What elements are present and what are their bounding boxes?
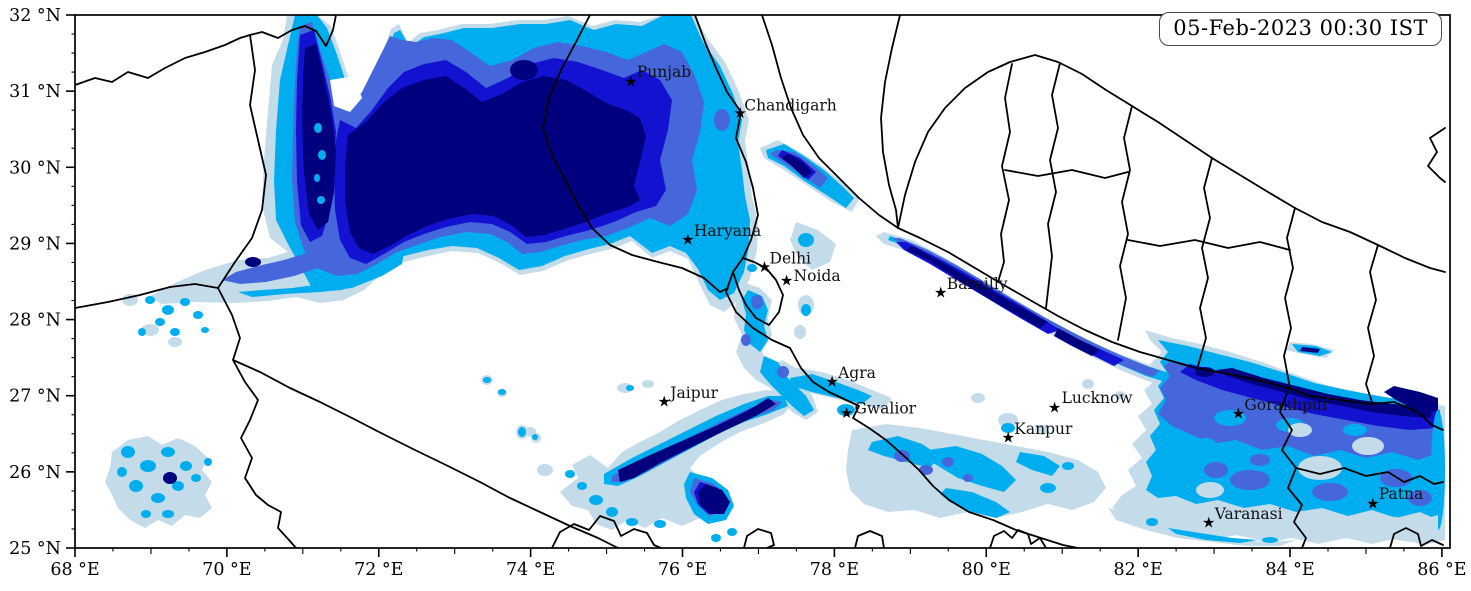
x-tick-label: 82 °E <box>1113 560 1162 580</box>
x-tick-label: 72 °E <box>354 560 403 580</box>
fog-shading-field <box>75 15 1446 548</box>
fog-white-notch <box>330 76 362 112</box>
city-star-marker: ★ <box>1002 428 1015 446</box>
fog-shading-overlay-cyan <box>314 123 1445 530</box>
city-label: Bareilly <box>947 275 1008 293</box>
city-label: Patna <box>1379 485 1423 503</box>
y-tick-label: 31 °N <box>9 82 61 102</box>
city-star-marker: ★ <box>780 271 793 289</box>
x-tick-label: 68 °E <box>50 560 99 580</box>
city-star-marker: ★ <box>1048 399 1061 417</box>
x-tick-label: 74 °E <box>506 560 555 580</box>
x-tick-label: 86 °E <box>1417 560 1466 580</box>
city-star-marker: ★ <box>840 404 853 422</box>
axis-ticks <box>66 14 1443 557</box>
city-star-marker: ★ <box>825 373 838 391</box>
city-star-marker: ★ <box>1366 495 1379 513</box>
fog-shading-overlay-royal <box>1250 454 1270 466</box>
x-tick-label: 84 °E <box>1265 560 1314 580</box>
city-label: Punjab <box>637 63 691 81</box>
city-star-marker: ★ <box>658 393 671 411</box>
y-tick-label: 28 °N <box>9 311 61 331</box>
y-tick-label: 27 °N <box>9 387 61 407</box>
city-label: Chandigarh <box>744 96 837 114</box>
x-tick-label: 80 °E <box>962 560 1011 580</box>
city-star-marker: ★ <box>934 284 947 302</box>
y-tick-label: 25 °N <box>9 539 61 559</box>
city-label: Gorakhpur <box>1244 396 1330 414</box>
city-label: Gwalior <box>855 399 917 417</box>
fog-shading-overlay-pale <box>1160 423 1438 542</box>
x-tick-label: 76 °E <box>658 560 707 580</box>
y-tick-label: 29 °N <box>9 234 61 254</box>
timestamp-badge: 05-Feb-2023 00:30 IST <box>1159 12 1442 46</box>
axis-tick-labels: 68 °E 70 °E 72 °E 74 °E 76 °E 78 °E 80 °E 82 °E… <box>9 6 1466 580</box>
state-boundaries <box>75 15 1446 548</box>
city-star-marker: ★ <box>681 230 694 248</box>
city-star-marker: ★ <box>624 73 637 91</box>
y-tick-label: 32 °N <box>9 6 61 26</box>
city-label: Lucknow <box>1062 389 1134 407</box>
x-tick-label: 78 °E <box>810 560 859 580</box>
city-label: Delhi <box>770 249 812 267</box>
city-label: Jaipur <box>668 384 718 402</box>
city-star-marker: ★ <box>1232 405 1245 423</box>
y-tick-label: 26 °N <box>9 463 61 483</box>
x-tick-label: 70 °E <box>202 560 251 580</box>
city-star-marker: ★ <box>733 104 746 122</box>
city-star-marker: ★ <box>758 258 771 276</box>
city-star-marker: ★ <box>1202 514 1215 532</box>
city-label: Agra <box>837 364 876 382</box>
city-label: Noida <box>794 267 841 285</box>
y-tick-label: 30 °N <box>9 158 61 178</box>
city-label: Haryana <box>694 222 761 240</box>
city-label: Varanasi <box>1214 505 1283 523</box>
fog-shading-level-5 <box>163 44 1438 514</box>
city-label: Kanpur <box>1014 420 1073 438</box>
city-markers: ★Punjab★Chandigarh★ Haryana★Delhi★ Noida★ B… <box>624 63 1423 531</box>
